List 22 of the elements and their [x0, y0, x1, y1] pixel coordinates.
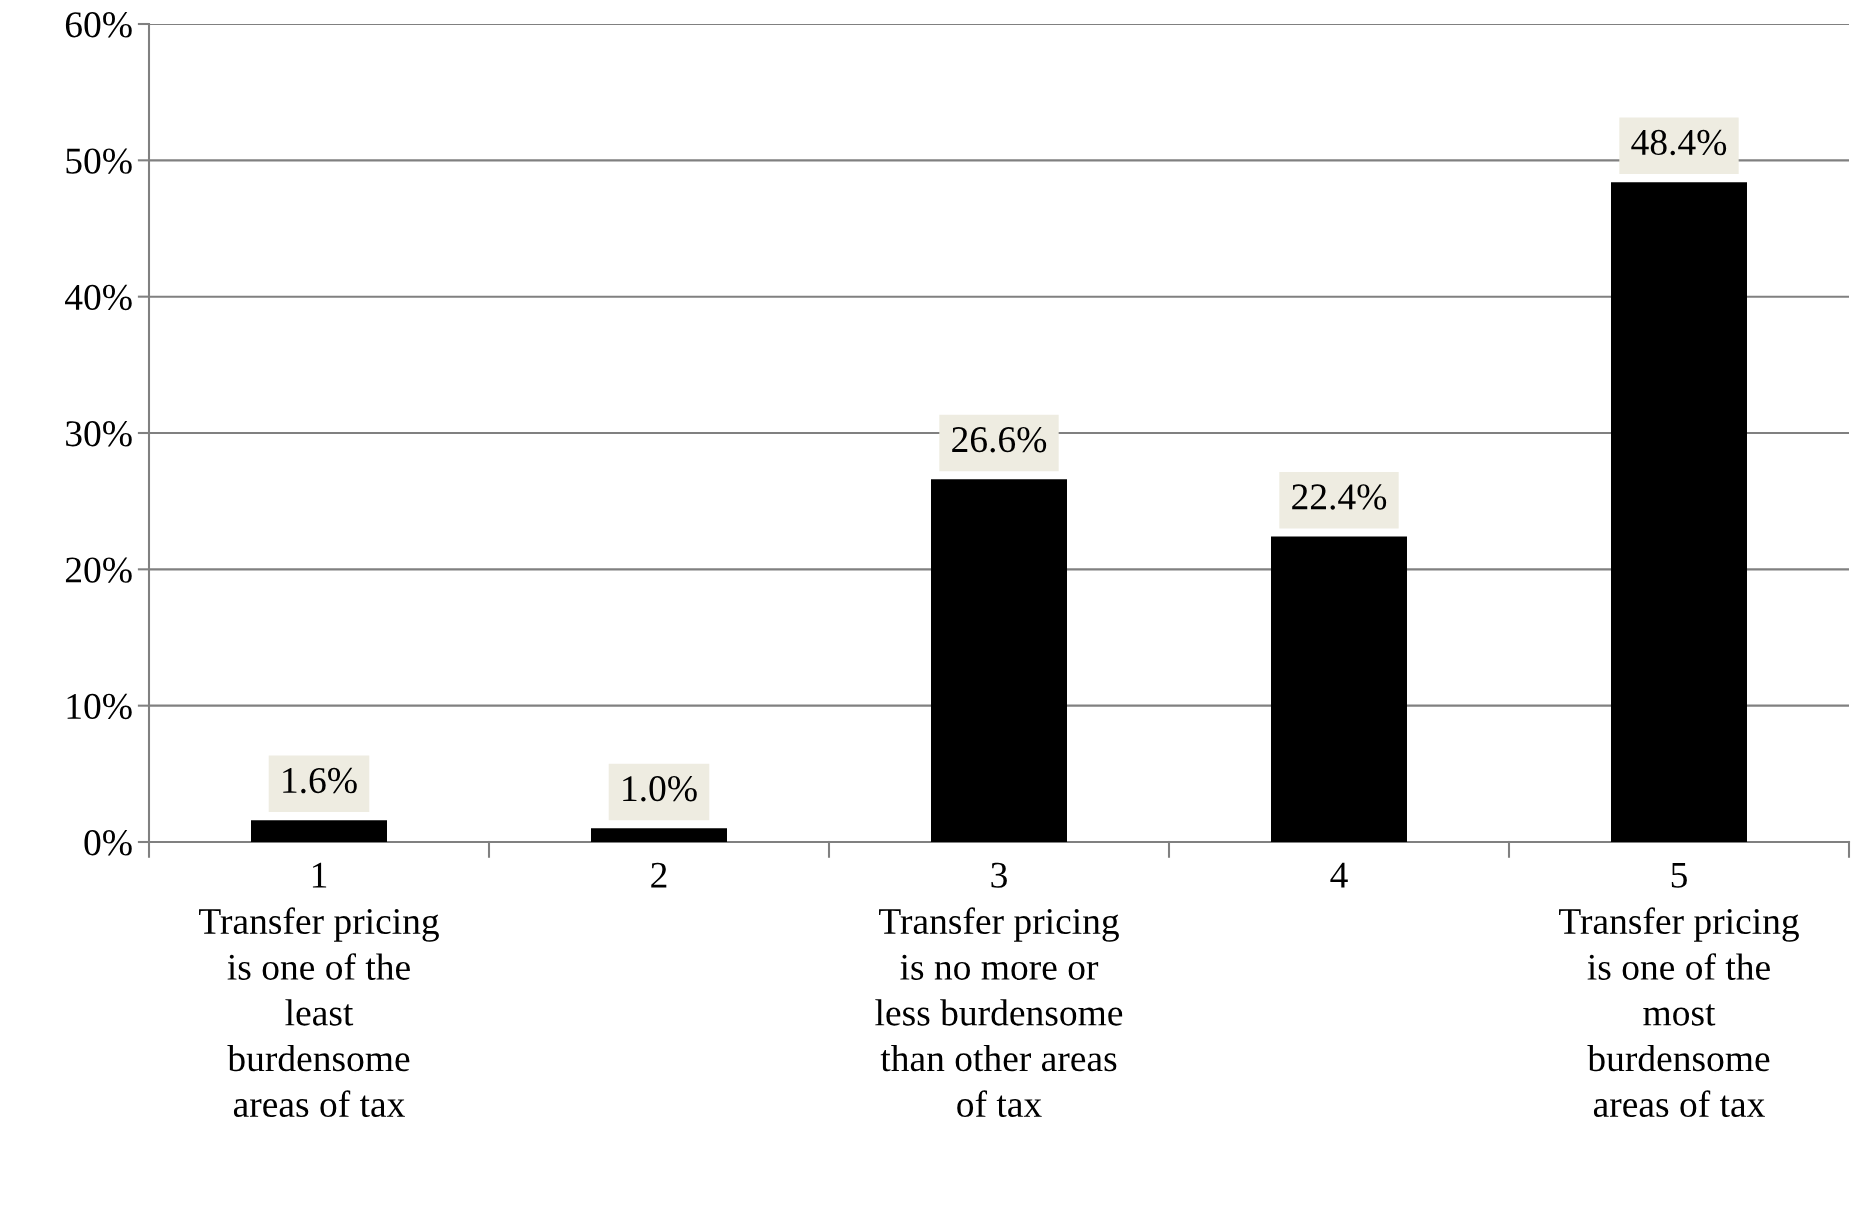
- data-label: 26.6%: [952, 426, 1047, 453]
- bar: [1271, 536, 1407, 842]
- x-tick-label: 5 Transfer pricing is one of the most burdensome areas of tax: [1559, 862, 1799, 1118]
- y-tick-label: 30%: [66, 421, 132, 447]
- bar: [931, 479, 1067, 842]
- x-tick-label: 4: [1330, 862, 1348, 888]
- y-tick-label: 60%: [65, 12, 132, 38]
- data-label: 1.0%: [623, 776, 697, 802]
- x-tick-label: 2: [651, 862, 667, 888]
- bar: [251, 820, 387, 842]
- y-tick-label: 20%: [65, 557, 132, 583]
- bar: [591, 828, 727, 842]
- y-tick-label: 10%: [67, 693, 132, 720]
- y-tick-label: 40%: [65, 284, 132, 311]
- x-tick-label: 1 Transfer pricing is one of the least burdensome areas of tax: [199, 862, 439, 1118]
- data-label: 22.4%: [1292, 484, 1387, 510]
- y-tick-label: 0%: [84, 830, 132, 856]
- data-label: 1.6%: [283, 767, 357, 794]
- x-tick-label: 3 Transfer pricing is no more or less burdensome than other areas of tax: [875, 862, 1123, 1118]
- data-label: 48.4%: [1631, 129, 1727, 156]
- bar: [1611, 182, 1747, 842]
- y-tick-label: 50%: [66, 148, 132, 174]
